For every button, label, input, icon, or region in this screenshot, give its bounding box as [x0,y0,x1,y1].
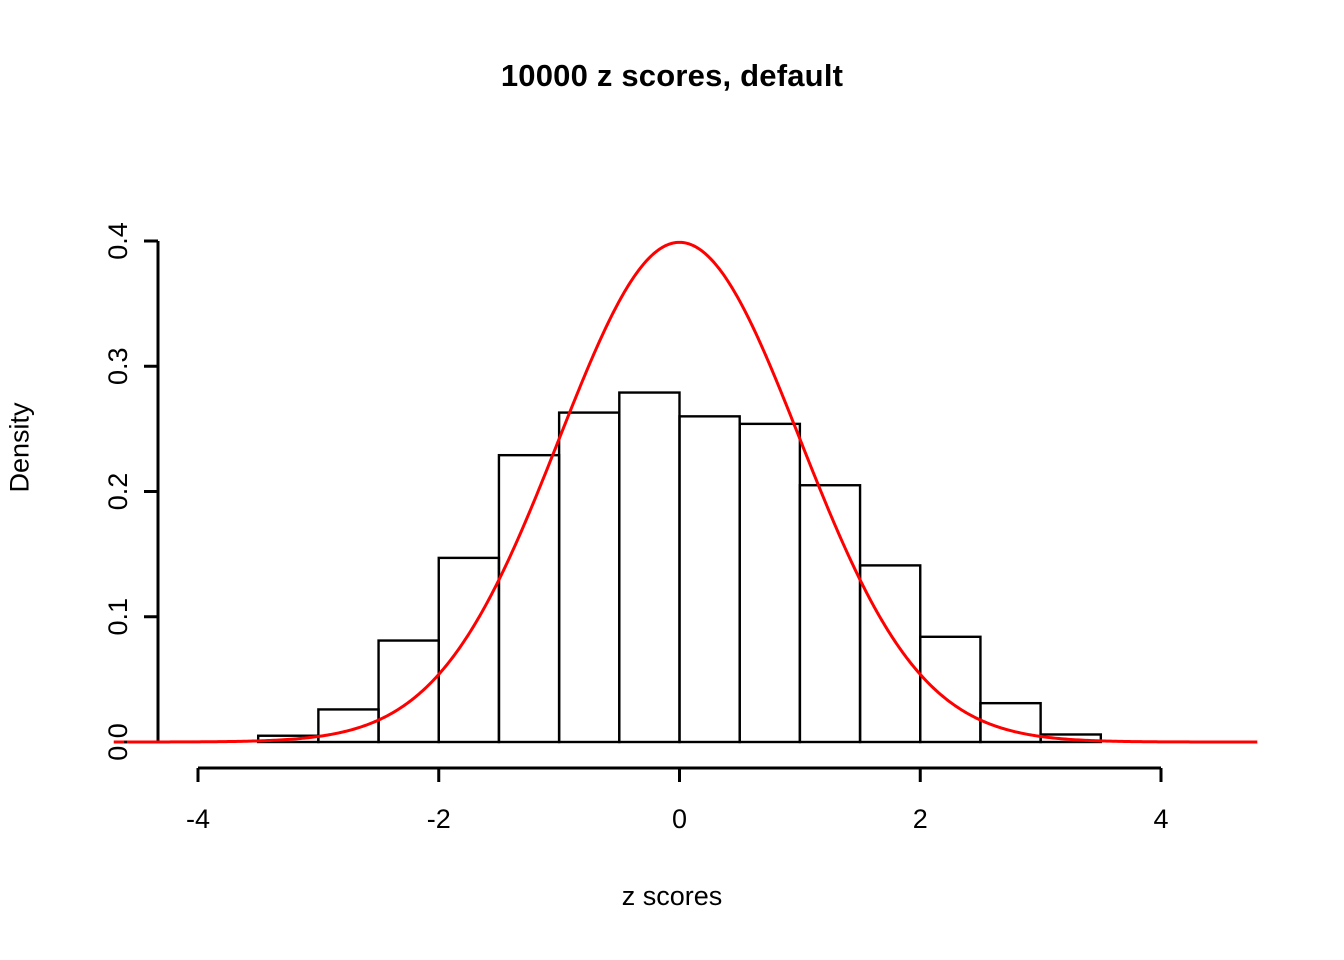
histogram-bar [377,639,440,744]
histogram-bar [979,701,1042,744]
histogram-bar [437,556,501,744]
x-tick-label: -4 [186,804,210,834]
tick-labels: 0.0 0.1 0.2 0.3 0.4 -4 -2 0 2 4 [103,222,1169,834]
histogram-bar [618,391,681,744]
histogram-bar [798,484,862,744]
histogram-bar [557,411,621,744]
normal-curve-path [113,240,1258,744]
normal-density-curve [113,240,1258,744]
histogram-bar [1039,733,1103,744]
histogram-bar [919,635,982,744]
histogram-bar [738,422,802,744]
x-axis-title: z scores [621,881,723,911]
y-tick-label: 0.3 [103,347,133,385]
histogram-bar [317,708,380,744]
histogram-bar [497,453,561,744]
chart-title: 10000 z scores, default [500,58,844,93]
x-tick-label: 2 [913,804,928,834]
y-tick-label: 0.0 [103,723,133,761]
x-axis [196,766,1163,782]
histogram-bars [256,391,1103,744]
histogram-bar [678,415,741,744]
x-tick-label: 0 [672,804,687,834]
y-tick-label: 0.2 [103,473,133,511]
y-tick-label: 0.4 [103,222,133,260]
histogram-bar [858,564,922,744]
x-tick-label: 4 [1153,804,1168,834]
y-tick-label: 0.1 [103,598,133,636]
y-axis [144,239,160,744]
x-tick-label: -2 [427,804,451,834]
